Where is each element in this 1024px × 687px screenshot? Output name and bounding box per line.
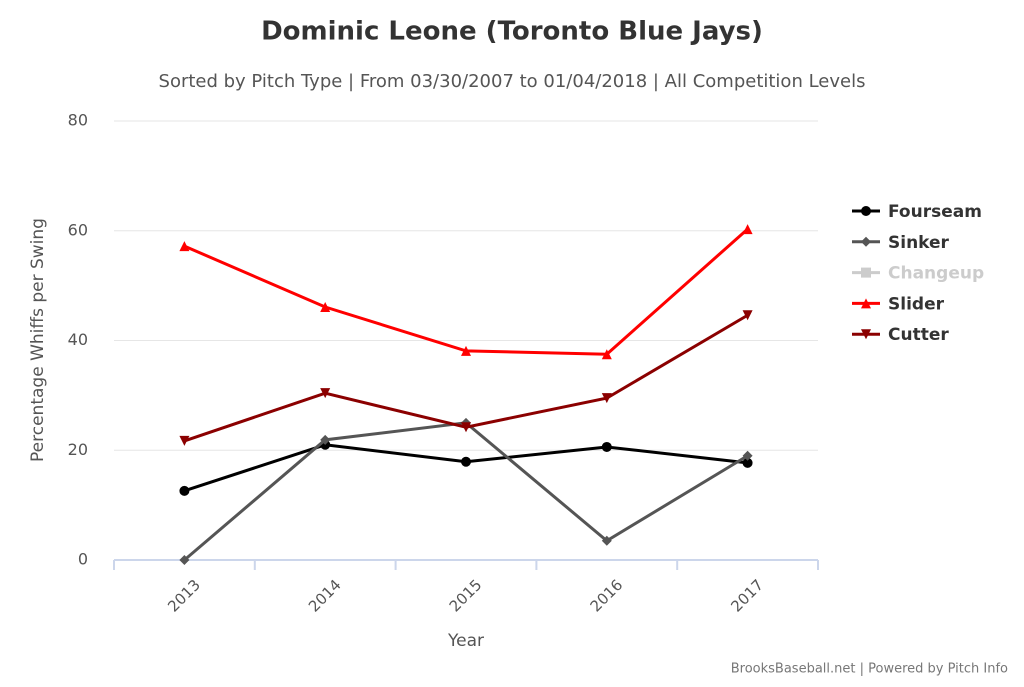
series-line [183, 227, 749, 356]
legend-marker [861, 329, 871, 340]
data-point [320, 434, 331, 445]
data-point [742, 224, 753, 235]
x-tick-label: 2017 [727, 576, 767, 616]
legend-marker [861, 236, 871, 247]
data-point [601, 349, 612, 360]
legend-label: Fourseam [888, 202, 982, 222]
data-point [742, 310, 753, 321]
series-line [183, 443, 748, 493]
data-point [320, 302, 331, 313]
data-point [461, 345, 471, 356]
data-point [461, 422, 471, 433]
data-point [179, 241, 190, 252]
x-tick-label: 2013 [164, 576, 204, 616]
y-axis-label: Percentage Whiffs per Swing [28, 218, 48, 462]
data-point [742, 450, 753, 461]
legend-label: Cutter [888, 325, 949, 345]
data-point [601, 535, 612, 546]
legend-marker [861, 298, 871, 309]
y-tick-label: 80 [68, 111, 88, 130]
data-point [601, 441, 612, 452]
credits: BrooksBaseball.net | Powered by Pitch In… [731, 662, 1008, 677]
legend-marker [861, 206, 871, 216]
chart-subtitle: Sorted by Pitch Type | From 03/30/2007 t… [159, 71, 866, 92]
data-point [179, 555, 190, 565]
data-point [601, 393, 612, 404]
y-tick-label: 0 [78, 550, 88, 569]
y-tick-label: 40 [68, 330, 88, 349]
x-tick-label: 2016 [587, 576, 627, 616]
y-tick-label: 60 [68, 220, 88, 239]
data-point [320, 388, 331, 399]
series-line [183, 421, 749, 562]
legend-marker [861, 267, 871, 278]
x-tick-label: 2014 [305, 576, 345, 616]
data-point [742, 457, 753, 468]
data-point [179, 435, 190, 446]
x-axis-label: Year [447, 631, 484, 651]
x-tick-label: 2015 [446, 576, 486, 616]
legend-label: Sinker [888, 233, 950, 253]
chart-title: Dominic Leone (Toronto Blue Jays) [261, 17, 763, 47]
data-point [461, 456, 471, 467]
legend-label: Slider [888, 294, 945, 314]
data-point [179, 485, 190, 496]
legend-label: Changeup [888, 264, 984, 284]
y-tick-label: 20 [68, 440, 88, 459]
